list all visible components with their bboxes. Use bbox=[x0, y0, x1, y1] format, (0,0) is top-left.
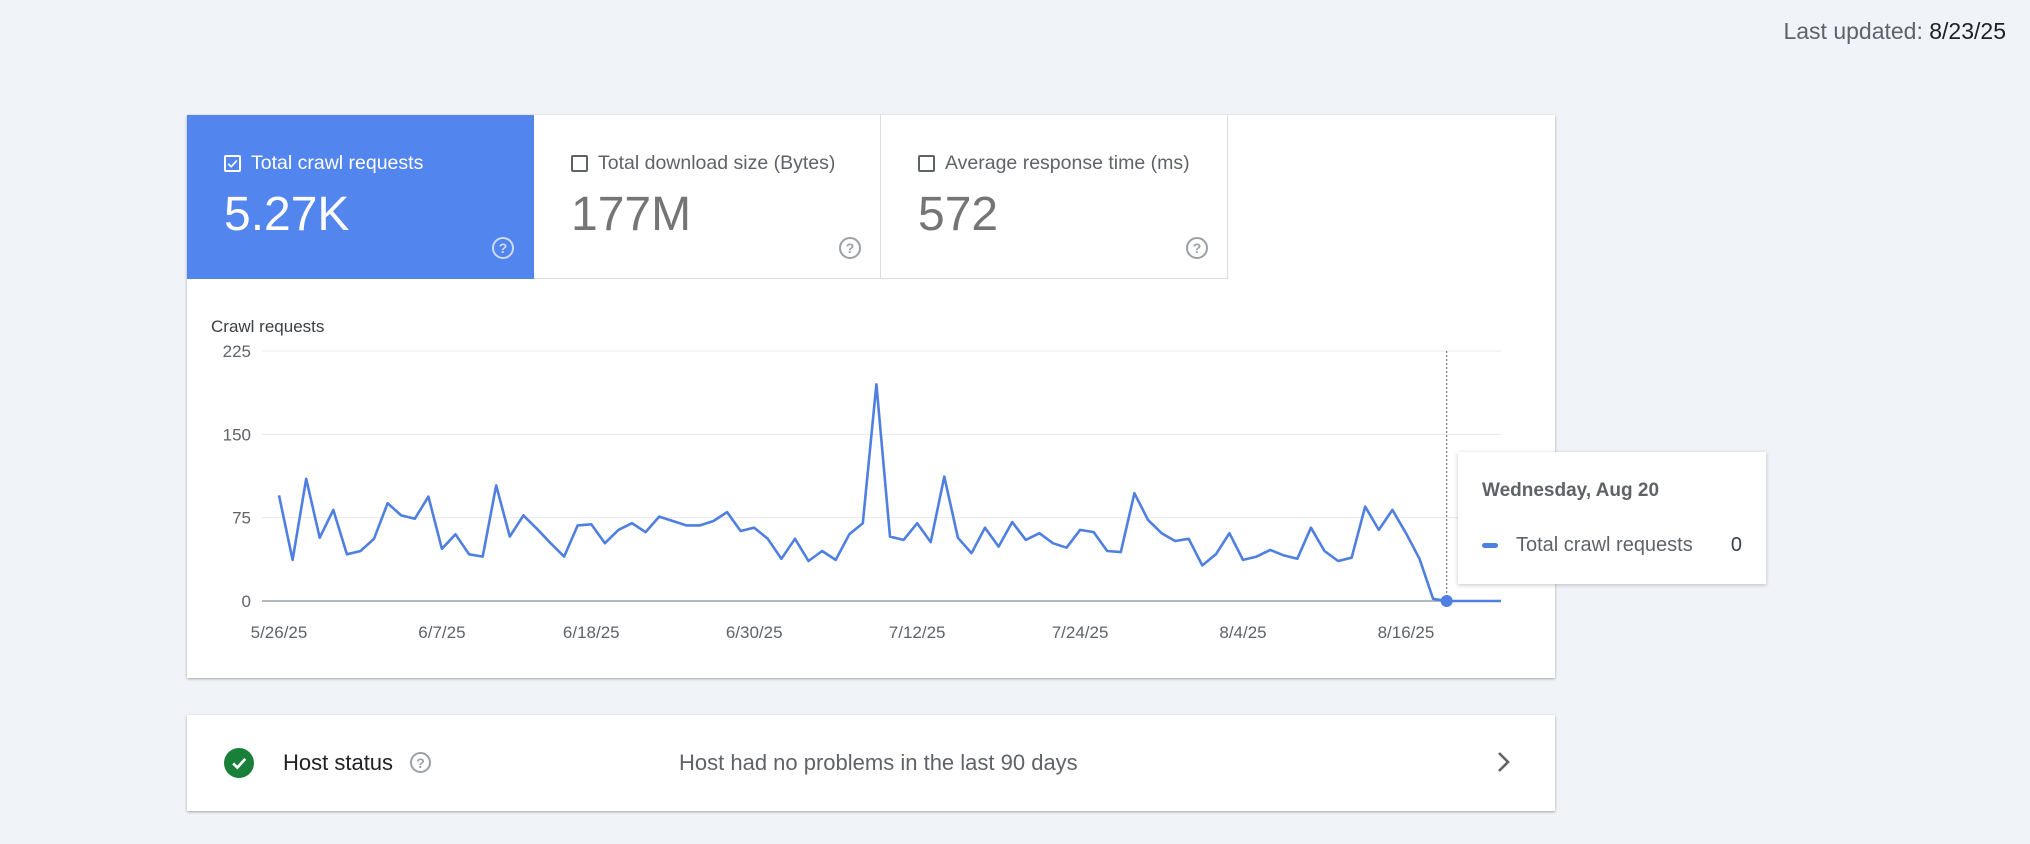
x-tick-label: 6/30/25 bbox=[726, 623, 783, 642]
x-tick-label: 6/18/25 bbox=[563, 623, 620, 642]
check-circle-icon bbox=[224, 748, 254, 778]
host-status-message: Host had no problems in the last 90 days bbox=[679, 750, 1078, 775]
metric-label: Average response time (ms) bbox=[945, 152, 1190, 174]
help-circle-icon[interactable]: ? bbox=[492, 237, 514, 259]
chart-title: Crawl requests bbox=[211, 317, 325, 336]
series-line bbox=[277, 382, 1501, 603]
chevron-right-icon[interactable] bbox=[1495, 749, 1513, 775]
hover-point bbox=[1440, 595, 1453, 607]
x-tick-label: 8/16/25 bbox=[1378, 623, 1435, 642]
checkbox-icon[interactable] bbox=[571, 155, 588, 172]
y-tick-label: 0 bbox=[242, 592, 251, 611]
host-status-title: Host status bbox=[283, 750, 394, 775]
last-updated-label: Last updated: bbox=[1783, 18, 1923, 44]
host-status-card[interactable]: Host status ? Host had no problems in th… bbox=[187, 715, 1555, 811]
x-tick-label: 8/4/25 bbox=[1219, 623, 1266, 642]
series-swatch-icon bbox=[1482, 543, 1498, 548]
chart-tooltip: Wednesday, Aug 20 Total crawl requests 0 bbox=[1458, 452, 1766, 584]
metric-average-response-time[interactable]: Average response time (ms) 572 ? bbox=[881, 115, 1228, 279]
metric-total-download-size[interactable]: Total download size (Bytes) 177M ? bbox=[534, 115, 881, 279]
y-tick-label: 75 bbox=[232, 509, 251, 528]
help-circle-icon[interactable]: ? bbox=[410, 752, 431, 773]
metric-label-row: Total download size (Bytes) bbox=[571, 152, 835, 175]
metric-value: 177M bbox=[571, 188, 692, 241]
y-tick-label: 150 bbox=[223, 425, 251, 444]
y-tick-label: 225 bbox=[223, 342, 251, 361]
metric-value: 572 bbox=[918, 188, 999, 241]
tooltip-value: 0 bbox=[1730, 534, 1742, 556]
checkbox-icon[interactable] bbox=[224, 155, 241, 172]
crawl-requests-chart[interactable]: 0 75 150 225 5/26/25 6/7/25 6/18/25 6/30/25 7/12… bbox=[187, 115, 1555, 678]
x-tick-label: 7/24/25 bbox=[1052, 623, 1109, 642]
tooltip-row: Total crawl requests 0 bbox=[1482, 534, 1742, 557]
metric-tabs: Total crawl requests 5.27K ? Total downl… bbox=[187, 115, 1228, 279]
metric-label: Total crawl requests bbox=[251, 152, 424, 174]
x-tick-label: 7/12/25 bbox=[889, 623, 946, 642]
x-tick-label: 6/7/25 bbox=[418, 623, 465, 642]
metric-label-row: Average response time (ms) bbox=[918, 152, 1190, 175]
help-circle-icon[interactable]: ? bbox=[839, 237, 861, 259]
metric-value: 5.27K bbox=[224, 188, 350, 241]
last-updated-date: 8/23/25 bbox=[1929, 18, 2006, 44]
x-tick-label: 5/26/25 bbox=[251, 623, 308, 642]
tooltip-date: Wednesday, Aug 20 bbox=[1482, 480, 1660, 501]
metric-total-crawl-requests[interactable]: Total crawl requests 5.27K ? bbox=[187, 115, 534, 279]
checkbox-icon[interactable] bbox=[918, 155, 935, 172]
tooltip-series: Total crawl requests bbox=[1516, 534, 1693, 556]
help-circle-icon[interactable]: ? bbox=[1186, 237, 1208, 259]
last-updated: Last updated: 8/23/25 bbox=[1783, 18, 2006, 45]
metric-label-row: Total crawl requests bbox=[224, 152, 423, 175]
crawl-stats-card: Total crawl requests 5.27K ? Total downl… bbox=[187, 115, 1555, 678]
metric-label: Total download size (Bytes) bbox=[598, 152, 836, 174]
